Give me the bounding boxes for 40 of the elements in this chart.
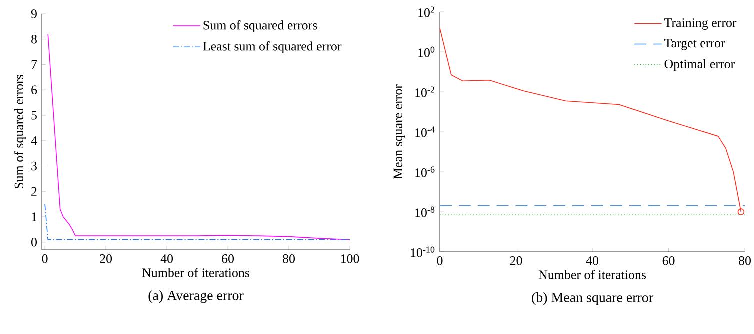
x-tick-label: 100 <box>341 254 360 264</box>
x-axis-title: Number of iterations <box>142 268 250 278</box>
text: (b) Mean square error <box>532 292 654 306</box>
y-tick-label: 0 <box>32 238 37 247</box>
x-tick-label: 20 <box>510 256 522 266</box>
x-tick-label: 40 <box>586 256 598 266</box>
x-tick-label: 40 <box>160 254 174 264</box>
y-tick-label: 8 <box>32 35 37 44</box>
y-tick-label: 6 <box>32 86 38 94</box>
x-tick-label: 0 <box>437 256 443 266</box>
legend-label: Sum of squared errors <box>204 20 318 32</box>
legend-label: Training error <box>664 18 737 30</box>
y-tick-label: 1 <box>32 212 37 222</box>
x-tick-label: 0 <box>42 254 48 264</box>
y-tick-label: 10$^{-10}$ <box>411 246 435 258</box>
x-tick-label: 60 <box>662 256 675 266</box>
x-tick-label: 80 <box>283 254 296 264</box>
line-series <box>440 28 742 212</box>
x-tick-label: 80 <box>739 256 751 266</box>
y-tick-label: 10$^{-8}$ <box>416 206 435 218</box>
text: (a) Average error <box>148 290 244 304</box>
y-tick-label: 3 <box>32 162 37 171</box>
legend-label: Least sum of squared error <box>203 42 342 54</box>
x-axis-title: Number of iterations <box>538 270 646 280</box>
legend-label: Target error <box>664 39 726 50</box>
x-tick-label: 20 <box>100 254 112 264</box>
y-axis-title: Sum of squared errors <box>14 75 26 189</box>
y-tick-label: 10$^{-6}$ <box>416 166 435 178</box>
y-tick-label: 2 <box>32 187 37 196</box>
legend-label: Optimal error <box>664 59 735 72</box>
y-axis-title: Mean square error <box>394 84 406 180</box>
y-tick-label: 7 <box>32 60 38 69</box>
y-tick-label: 9 <box>31 10 37 18</box>
x-tick-label: 60 <box>222 254 234 264</box>
y-tick-label: 10$^{-2}$ <box>416 86 434 98</box>
y-tick-label: 4 <box>31 136 38 146</box>
y-tick-label: 10$^{2}$ <box>418 6 434 18</box>
y-tick-label: 10$^{0}$ <box>418 46 435 58</box>
y-tick-label: 5 <box>32 111 37 120</box>
y-tick-label: 10$^{-4}$ <box>416 126 435 138</box>
